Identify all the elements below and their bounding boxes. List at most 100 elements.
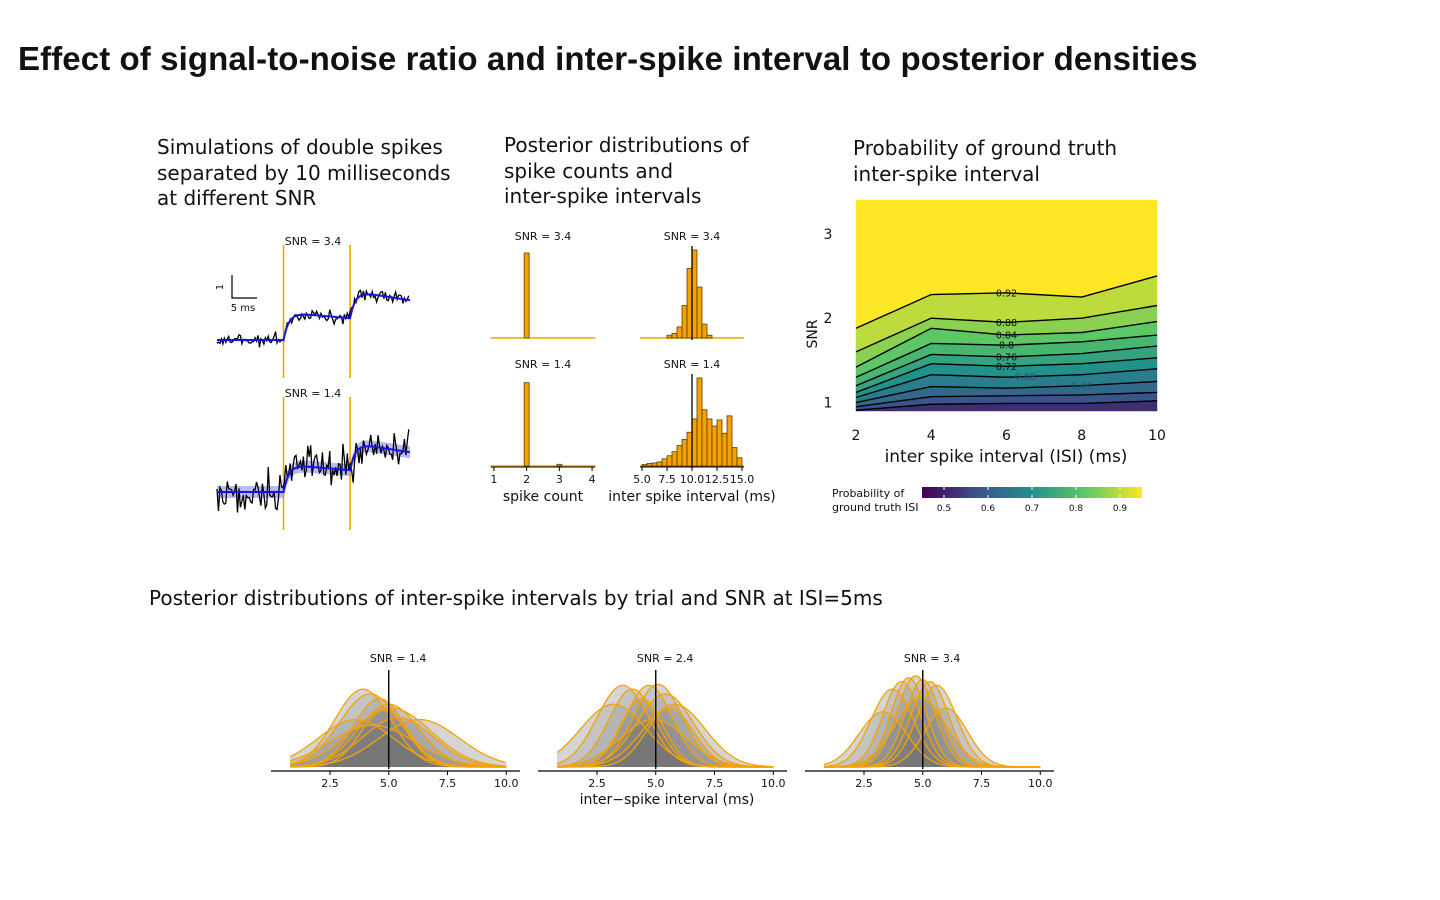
isi-histogram-facet: SNR = 3.4 <box>640 230 744 340</box>
contour-label: 0.76 <box>996 352 1017 363</box>
y-tick-label: 2 <box>824 311 833 327</box>
density-fill <box>290 725 507 767</box>
colorbar-tick-label: 0.5 <box>937 504 951 514</box>
contour-line <box>855 380 1158 404</box>
bar <box>646 463 653 467</box>
bar <box>681 305 688 339</box>
tick-label: 5.0 <box>647 777 665 790</box>
tick-label: 12.5 <box>705 473 730 486</box>
density-fill <box>824 711 1041 767</box>
scale-bar-lines <box>231 275 257 299</box>
page-title: Effect of signal-to-noise ratio and inte… <box>18 40 1198 77</box>
facet-label: SNR = 3.4 <box>664 230 721 243</box>
isi-histogram-facet: SNR = 1.4 <box>640 358 744 468</box>
bar <box>641 464 648 467</box>
colorbar-title: ground truth ISI <box>832 501 918 514</box>
tick-label: 2 <box>523 473 530 486</box>
bar <box>523 382 530 467</box>
density-fill <box>824 681 1041 767</box>
bar <box>691 418 698 467</box>
density-fill <box>557 704 774 767</box>
trial-density-facet: SNR = 3.4 2.5 5.0 7.5 10.0 <box>805 652 1054 790</box>
bar <box>701 323 708 339</box>
contour-label: 0.88 <box>996 318 1017 329</box>
facet-label: SNR = 2.4 <box>637 652 694 665</box>
density-fill <box>824 677 1041 767</box>
density-curve <box>557 703 774 768</box>
trial-density-facet: SNR = 1.4 2.5 5.0 7.5 10.0 <box>271 652 520 790</box>
trace-snr-high: SNR = 3.4 <box>216 235 411 378</box>
colorbar-tick-label: 0.8 <box>1069 504 1084 514</box>
density-curve <box>557 718 774 768</box>
tick-label: 15.0 <box>730 473 755 486</box>
bar <box>656 461 663 467</box>
contour-label: 0.68 <box>1015 372 1036 383</box>
facet-label: SNR = 3.4 <box>285 235 342 248</box>
tick-label: 7.5 <box>706 777 724 790</box>
spike-count-facet: SNR = 1.4 <box>490 358 596 467</box>
density-curve <box>556 703 774 768</box>
bar <box>706 418 713 467</box>
tick-label: 2.5 <box>588 777 606 790</box>
y-tick-label: 1 <box>824 396 833 412</box>
density-curve <box>290 703 507 768</box>
x-tick-label: 8 <box>1077 428 1086 444</box>
bar <box>523 252 530 339</box>
tick-label: 7.5 <box>658 473 676 486</box>
bar <box>671 332 678 339</box>
trial-density-facet: SNR = 2.4 2.5 5.0 7.5 10.0 <box>538 652 787 790</box>
density-fill <box>824 685 1041 767</box>
density-fill <box>557 689 774 767</box>
x-axis-label: inter−spike interval (ms) <box>580 792 755 808</box>
tick-label: 5.0 <box>380 777 398 790</box>
x-tick-label: 4 <box>927 428 936 444</box>
spike-count-facet: SNR = 3.4 <box>490 230 596 339</box>
density-envelope <box>824 675 1041 767</box>
model-curve <box>217 293 411 341</box>
tick-label: 3 <box>556 473 563 486</box>
bar <box>691 249 698 339</box>
x-axis-label: inter spike interval (ISI) (ms) <box>885 447 1128 467</box>
isi-histogram-x-axis: 5.0 7.5 10.0 12.5 15.0 inter spike interval (… <box>608 466 776 505</box>
density-envelope <box>290 689 507 767</box>
x-tick-label: 6 <box>1002 428 1011 444</box>
contour-line <box>855 368 1158 399</box>
bar <box>701 409 708 467</box>
tick-label: 5.0 <box>914 777 932 790</box>
density-curve <box>823 711 1041 768</box>
colorbar-tick-label: 0.7 <box>1025 504 1039 514</box>
density-curve <box>824 707 1041 768</box>
density-curve <box>290 709 507 768</box>
bar <box>716 419 723 467</box>
bar <box>686 268 693 339</box>
colorbar-tick-label: 0.9 <box>1113 504 1128 514</box>
x-tick-label: 2 <box>852 428 861 444</box>
density-fill <box>557 704 774 767</box>
facet-label: SNR = 3.4 <box>904 652 961 665</box>
tick-label: 2.5 <box>855 777 873 790</box>
y-tick-label: 3 <box>824 227 833 243</box>
heatmap-plot: 0.92 0.88 0.840.80.760.720.68 0.64 <box>855 199 1158 412</box>
tick-label: 7.5 <box>439 777 457 790</box>
density-fill <box>290 689 507 767</box>
bar <box>696 286 703 339</box>
density-curve <box>290 716 507 768</box>
tick-label: 10.0 <box>761 777 786 790</box>
density-curve <box>289 724 507 768</box>
y-axis-label: SNR <box>805 319 821 348</box>
bar <box>676 445 683 467</box>
bar <box>681 438 688 467</box>
density-curve <box>557 693 774 768</box>
bar <box>711 425 718 467</box>
density-curve <box>289 707 507 767</box>
scale-bar: 1 5 ms <box>215 275 257 314</box>
bar <box>556 463 563 467</box>
colorbar-title: Probability of <box>832 487 905 500</box>
tick-label: 10.0 <box>680 473 705 486</box>
density-fill <box>290 719 507 767</box>
bar <box>726 415 733 467</box>
density-curve <box>557 707 774 768</box>
bar <box>706 334 713 339</box>
